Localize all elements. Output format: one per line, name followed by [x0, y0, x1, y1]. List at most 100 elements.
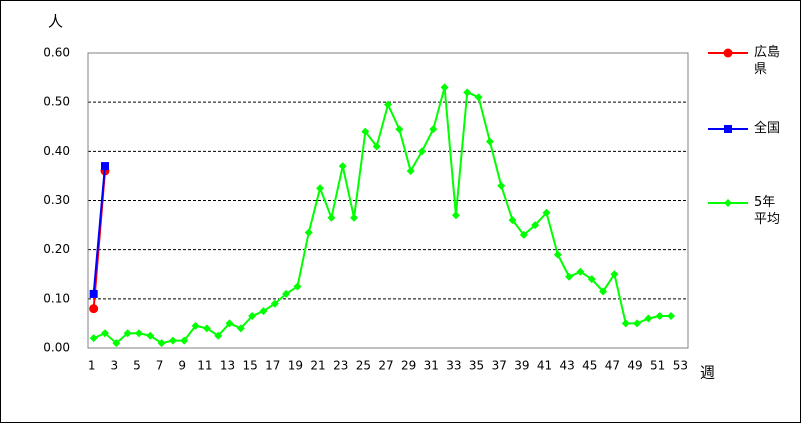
y-tick-label: 0.60 [43, 46, 70, 60]
point [304, 228, 313, 237]
point [621, 319, 630, 328]
point [202, 324, 211, 333]
x-tick-label: 43 [559, 359, 574, 373]
x-tick-label: 7 [156, 359, 164, 373]
legend-label: 全国 [754, 121, 781, 136]
point [89, 289, 98, 298]
point [112, 339, 121, 348]
point [519, 230, 528, 239]
plot-area [87, 52, 689, 349]
x-tick-label: 53 [673, 359, 688, 373]
legend-label: 広島県 [754, 45, 781, 77]
x-tick-label: 25 [356, 359, 371, 373]
point [644, 314, 653, 323]
x-axis-label: 週 [700, 364, 715, 382]
x-tick-label: 45 [582, 359, 597, 373]
point [587, 275, 596, 284]
point [225, 319, 234, 328]
legend-label: 5年平均 [754, 195, 781, 227]
y-tick-label: 0.40 [43, 144, 70, 158]
y-tick-label: 0.50 [43, 95, 70, 109]
x-tick-label: 5 [133, 359, 141, 373]
point [508, 216, 517, 225]
x-tick-label: 1 [88, 359, 96, 373]
x-tick-label: 49 [627, 359, 642, 373]
x-tick-label: 31 [424, 359, 439, 373]
point [542, 208, 551, 217]
point [180, 336, 189, 345]
point [89, 304, 99, 314]
x-tick-label: 17 [265, 359, 280, 373]
point [655, 312, 664, 321]
x-tick-label: 23 [333, 359, 348, 373]
x-tick-label: 35 [469, 359, 484, 373]
point [168, 336, 177, 345]
x-tick-label: 37 [492, 359, 507, 373]
point [248, 312, 257, 321]
point [384, 100, 392, 109]
x-tick-label: 29 [401, 359, 416, 373]
x-tick-label: 19 [288, 359, 303, 373]
point [724, 125, 732, 133]
point [157, 339, 166, 348]
point [361, 127, 370, 136]
point [724, 199, 732, 207]
point [191, 321, 200, 330]
point [451, 211, 460, 220]
point [576, 267, 585, 276]
point [123, 329, 132, 338]
x-tick-label: 39 [514, 359, 529, 373]
series-line [92, 165, 106, 295]
point [599, 287, 608, 296]
y-tick-label: 0.20 [43, 242, 70, 256]
point [610, 270, 619, 279]
x-tick-label: 47 [605, 359, 620, 373]
point [316, 184, 325, 193]
point [440, 83, 449, 92]
point [293, 282, 302, 291]
y-tick-label: 0.00 [43, 341, 70, 355]
point [214, 331, 223, 340]
point [338, 162, 347, 171]
point [429, 125, 438, 134]
x-tick-label: 21 [310, 359, 325, 373]
point [236, 324, 245, 333]
x-tick-label: 11 [197, 359, 212, 373]
point [100, 162, 109, 171]
point [146, 331, 155, 340]
y-tick-label: 0.30 [43, 193, 70, 207]
point [270, 299, 279, 308]
point [372, 142, 381, 151]
x-tick-label: 15 [243, 359, 258, 373]
point [633, 319, 642, 328]
point [723, 48, 733, 58]
point [134, 329, 143, 338]
x-tick-label: 33 [446, 359, 461, 373]
point [395, 125, 404, 134]
x-tick-label: 27 [378, 359, 393, 373]
point [89, 334, 98, 343]
x-tick-label: 51 [650, 359, 665, 373]
x-tick-label: 13 [220, 359, 235, 373]
x-tick-label: 3 [110, 359, 118, 373]
x-tick-label: 41 [537, 359, 552, 373]
point [406, 167, 415, 175]
point [282, 289, 291, 298]
y-tick-label: 0.10 [43, 291, 70, 305]
point [259, 307, 268, 316]
point [565, 272, 574, 281]
point [497, 181, 506, 190]
point [485, 137, 494, 146]
point [417, 147, 426, 156]
series-line [93, 87, 672, 345]
point [474, 93, 483, 102]
x-tick-label: 9 [178, 359, 186, 373]
point [100, 329, 109, 338]
point [553, 250, 562, 259]
point [667, 312, 676, 321]
point [350, 213, 359, 222]
point [463, 88, 472, 97]
